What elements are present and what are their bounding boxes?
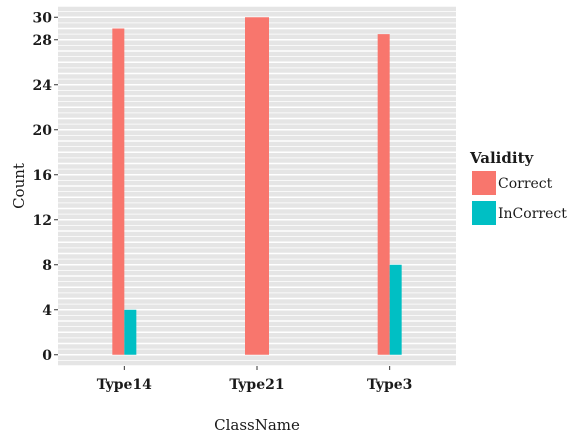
y-tick-label: 12 (33, 213, 52, 229)
y-tick-label: 8 (42, 258, 52, 274)
y-tick-label: 28 (33, 33, 52, 49)
bar-correct-type3 (377, 34, 390, 355)
legend: Validity Correct InCorrect (469, 149, 567, 225)
y-tick-label: 4 (42, 303, 52, 319)
y-tick-label: 0 (42, 348, 52, 364)
x-tick-label: Type14 (97, 377, 152, 393)
y-tick-label: 16 (33, 168, 52, 184)
x-axis: Type14 Type21 Type3 (97, 366, 412, 393)
legend-label-correct: Correct (498, 176, 553, 192)
bar-correct-type14 (112, 28, 125, 355)
legend-title: Validity (469, 149, 534, 167)
bar-incorrect-type14 (124, 309, 137, 355)
y-axis-title: Count (10, 163, 28, 209)
bar-correct-type21 (245, 17, 269, 355)
x-axis-title: ClassName (214, 416, 300, 434)
y-axis: 0 4 8 12 16 20 24 28 30 (33, 10, 58, 364)
y-tick-label: 30 (33, 10, 53, 26)
x-tick-label: Type3 (367, 377, 412, 393)
bars (112, 17, 402, 355)
legend-label-incorrect: InCorrect (498, 206, 567, 222)
legend-swatch-correct (472, 171, 496, 195)
legend-swatch-incorrect (472, 201, 496, 225)
x-tick-label: Type21 (229, 377, 284, 393)
legend-items: Correct InCorrect (472, 171, 567, 225)
y-tick-label: 24 (33, 78, 53, 94)
y-tick-label: 20 (33, 123, 53, 139)
bar-incorrect-type3 (389, 264, 402, 355)
